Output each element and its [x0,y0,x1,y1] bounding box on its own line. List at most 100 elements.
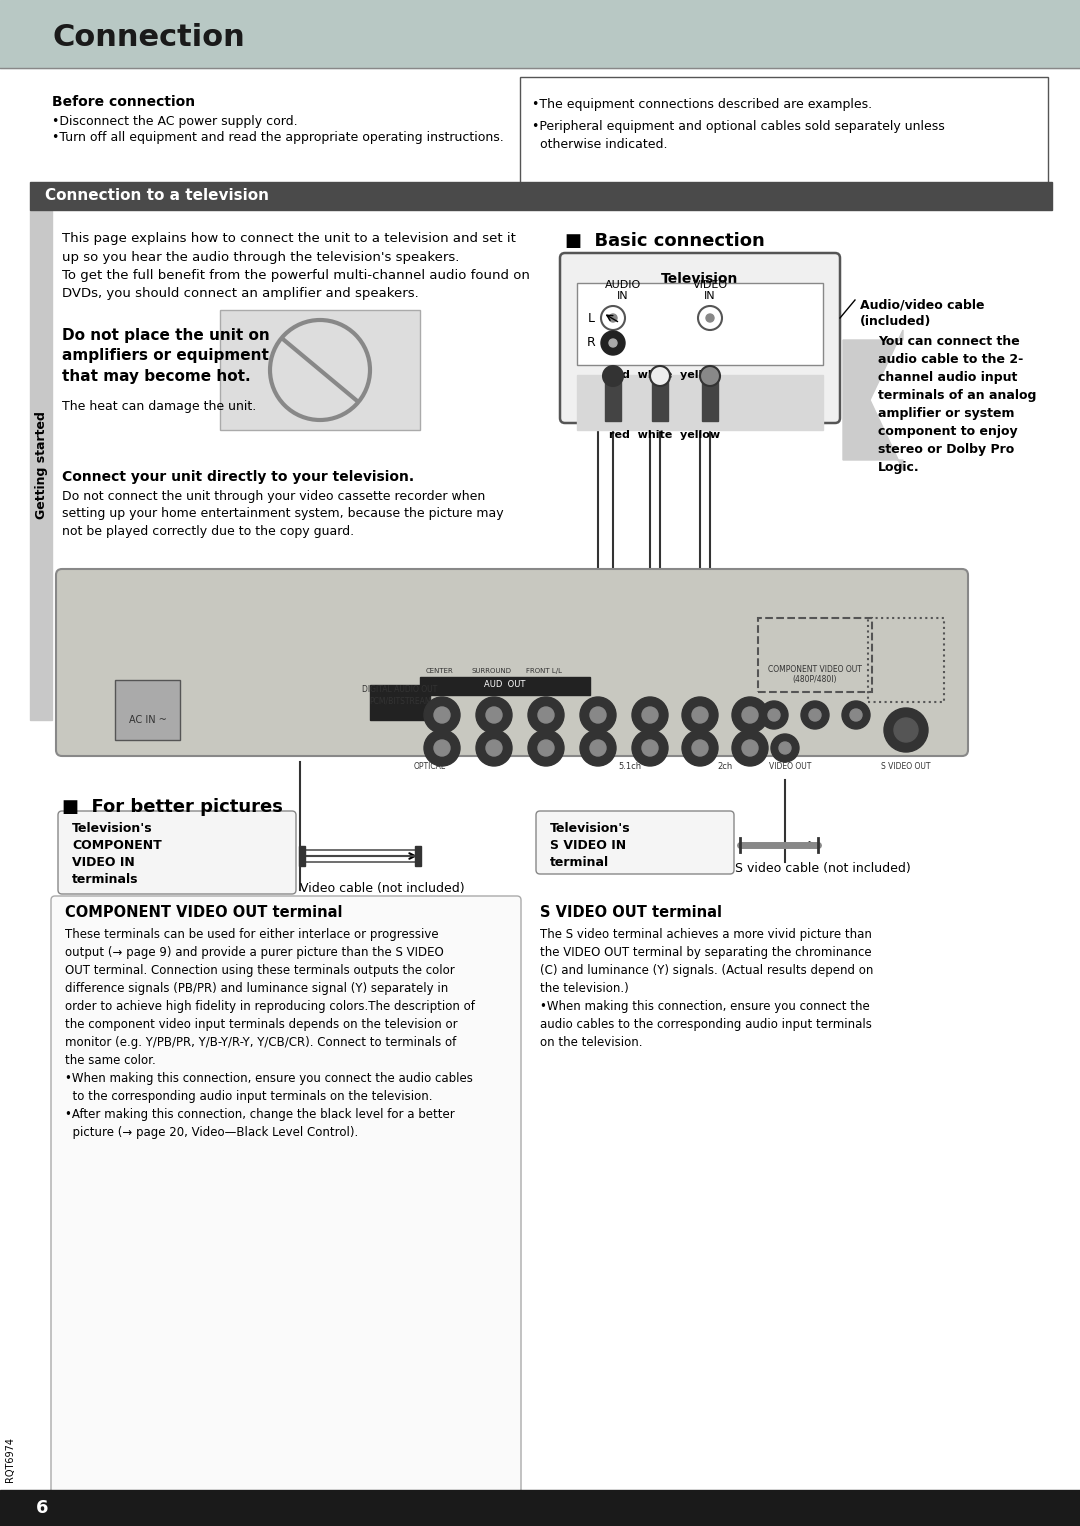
FancyBboxPatch shape [58,810,296,894]
Text: R: R [586,337,595,349]
Circle shape [760,700,788,729]
Circle shape [692,740,708,755]
Text: AC IN ~: AC IN ~ [130,716,167,725]
Circle shape [600,307,625,330]
FancyBboxPatch shape [56,569,968,755]
Circle shape [885,708,928,752]
Text: AUD  OUT: AUD OUT [484,681,526,690]
Bar [0,1489,1080,1526]
Text: Connection: Connection [52,23,245,52]
Text: Before connection: Before connection [52,95,195,108]
Circle shape [732,697,768,732]
Text: RQT6974: RQT6974 [5,1437,15,1482]
Text: IN: IN [704,291,716,301]
Circle shape [538,740,554,755]
Text: OPTICAL: OPTICAL [414,761,446,771]
Bar [30,211,52,720]
Text: Television's
S VIDEO IN
terminal: Television's S VIDEO IN terminal [550,823,631,868]
Bar [702,382,718,421]
Circle shape [609,339,617,346]
Circle shape [580,697,616,732]
Circle shape [528,697,564,732]
Text: Television's
COMPONENT
VIDEO IN
terminals: Television's COMPONENT VIDEO IN terminal… [72,823,162,887]
Text: •The equipment connections described are examples.: •The equipment connections described are… [532,98,873,111]
FancyBboxPatch shape [561,253,840,423]
Circle shape [476,697,512,732]
Circle shape [538,707,554,723]
Circle shape [424,729,460,766]
Text: FRONT L/L: FRONT L/L [526,668,562,674]
Bar [30,182,1052,211]
Circle shape [580,729,616,766]
Bar [605,382,621,421]
Circle shape [842,700,870,729]
Circle shape [486,740,502,755]
Circle shape [424,697,460,732]
Circle shape [590,740,606,755]
Text: Connect your unit directly to your television.: Connect your unit directly to your telev… [62,470,414,484]
Circle shape [742,707,758,723]
Text: L: L [588,311,594,325]
Text: Audio/video cable
(included): Audio/video cable (included) [860,298,985,328]
Text: VIDEO: VIDEO [692,279,728,290]
Text: ■  For better pictures: ■ For better pictures [62,798,283,816]
Circle shape [434,707,450,723]
Circle shape [692,707,708,723]
Circle shape [698,307,723,330]
Circle shape [642,740,658,755]
Text: CENTER: CENTER [427,668,454,674]
Bar [652,382,669,421]
Text: AUDIO: AUDIO [605,279,642,290]
Circle shape [700,366,720,386]
Text: Do not place the unit on
amplifiers or equipment
that may become hot.: Do not place the unit on amplifiers or e… [62,328,270,385]
Text: 5.1ch: 5.1ch [619,761,642,771]
Polygon shape [843,330,903,470]
Circle shape [476,729,512,766]
Text: SURROUND: SURROUND [472,668,512,674]
Circle shape [706,314,714,322]
Bar [420,678,590,694]
Circle shape [642,707,658,723]
Text: Do not connect the unit through your video cassette recorder when
setting up you: Do not connect the unit through your vid… [62,490,503,539]
Text: IN: IN [617,291,629,301]
Text: You can connect the
audio cable to the 2-
channel audio input
terminals of an an: You can connect the audio cable to the 2… [878,336,1037,475]
Circle shape [779,742,791,754]
Text: COMPONENT VIDEO OUT
(480P/480I): COMPONENT VIDEO OUT (480P/480I) [768,665,862,684]
Circle shape [434,740,450,755]
Text: S VIDEO OUT: S VIDEO OUT [881,761,931,771]
Text: S VIDEO OUT terminal: S VIDEO OUT terminal [540,905,723,920]
Text: Getting started: Getting started [35,410,48,519]
Text: VIDEO OUT: VIDEO OUT [769,761,811,771]
Circle shape [528,729,564,766]
FancyBboxPatch shape [536,810,734,874]
Text: S video cable (not included): S video cable (not included) [735,862,910,874]
Text: ■  Basic connection: ■ Basic connection [565,232,765,250]
Circle shape [768,710,780,720]
Circle shape [681,697,718,732]
Bar [114,681,180,740]
Circle shape [600,331,625,356]
Text: These terminals can be used for either interlace or progressive
output (→ page 9: These terminals can be used for either i… [65,928,475,1138]
Text: red  white  yellow: red white yellow [609,430,720,439]
Text: The heat can damage the unit.: The heat can damage the unit. [62,400,256,414]
Text: Television: Television [661,272,739,285]
Text: •Disconnect the AC power supply cord.: •Disconnect the AC power supply cord. [52,114,298,128]
Circle shape [771,734,799,761]
Text: red  white  yellow: red white yellow [609,369,720,380]
Bar [577,375,823,430]
Bar [370,685,430,720]
Bar [220,310,420,430]
Text: This page explains how to connect the unit to a television and set it
up so you : This page explains how to connect the un… [62,232,530,301]
Text: •Peripheral equipment and optional cables sold separately unless
  otherwise ind: •Peripheral equipment and optional cable… [532,121,945,151]
Text: 6: 6 [36,1499,49,1517]
Circle shape [742,740,758,755]
Bar [299,845,305,865]
Text: COMPONENT VIDEO OUT terminal: COMPONENT VIDEO OUT terminal [65,905,342,920]
Circle shape [603,366,623,386]
Text: •Turn off all equipment and read the appropriate operating instructions.: •Turn off all equipment and read the app… [52,131,503,143]
Text: DIGITAL AUDIO OUT
PCM/BITSTREAM: DIGITAL AUDIO OUT PCM/BITSTREAM [363,685,437,705]
FancyBboxPatch shape [51,896,521,1494]
Circle shape [632,697,669,732]
Circle shape [801,700,829,729]
Text: Video cable (not included): Video cable (not included) [300,882,464,896]
